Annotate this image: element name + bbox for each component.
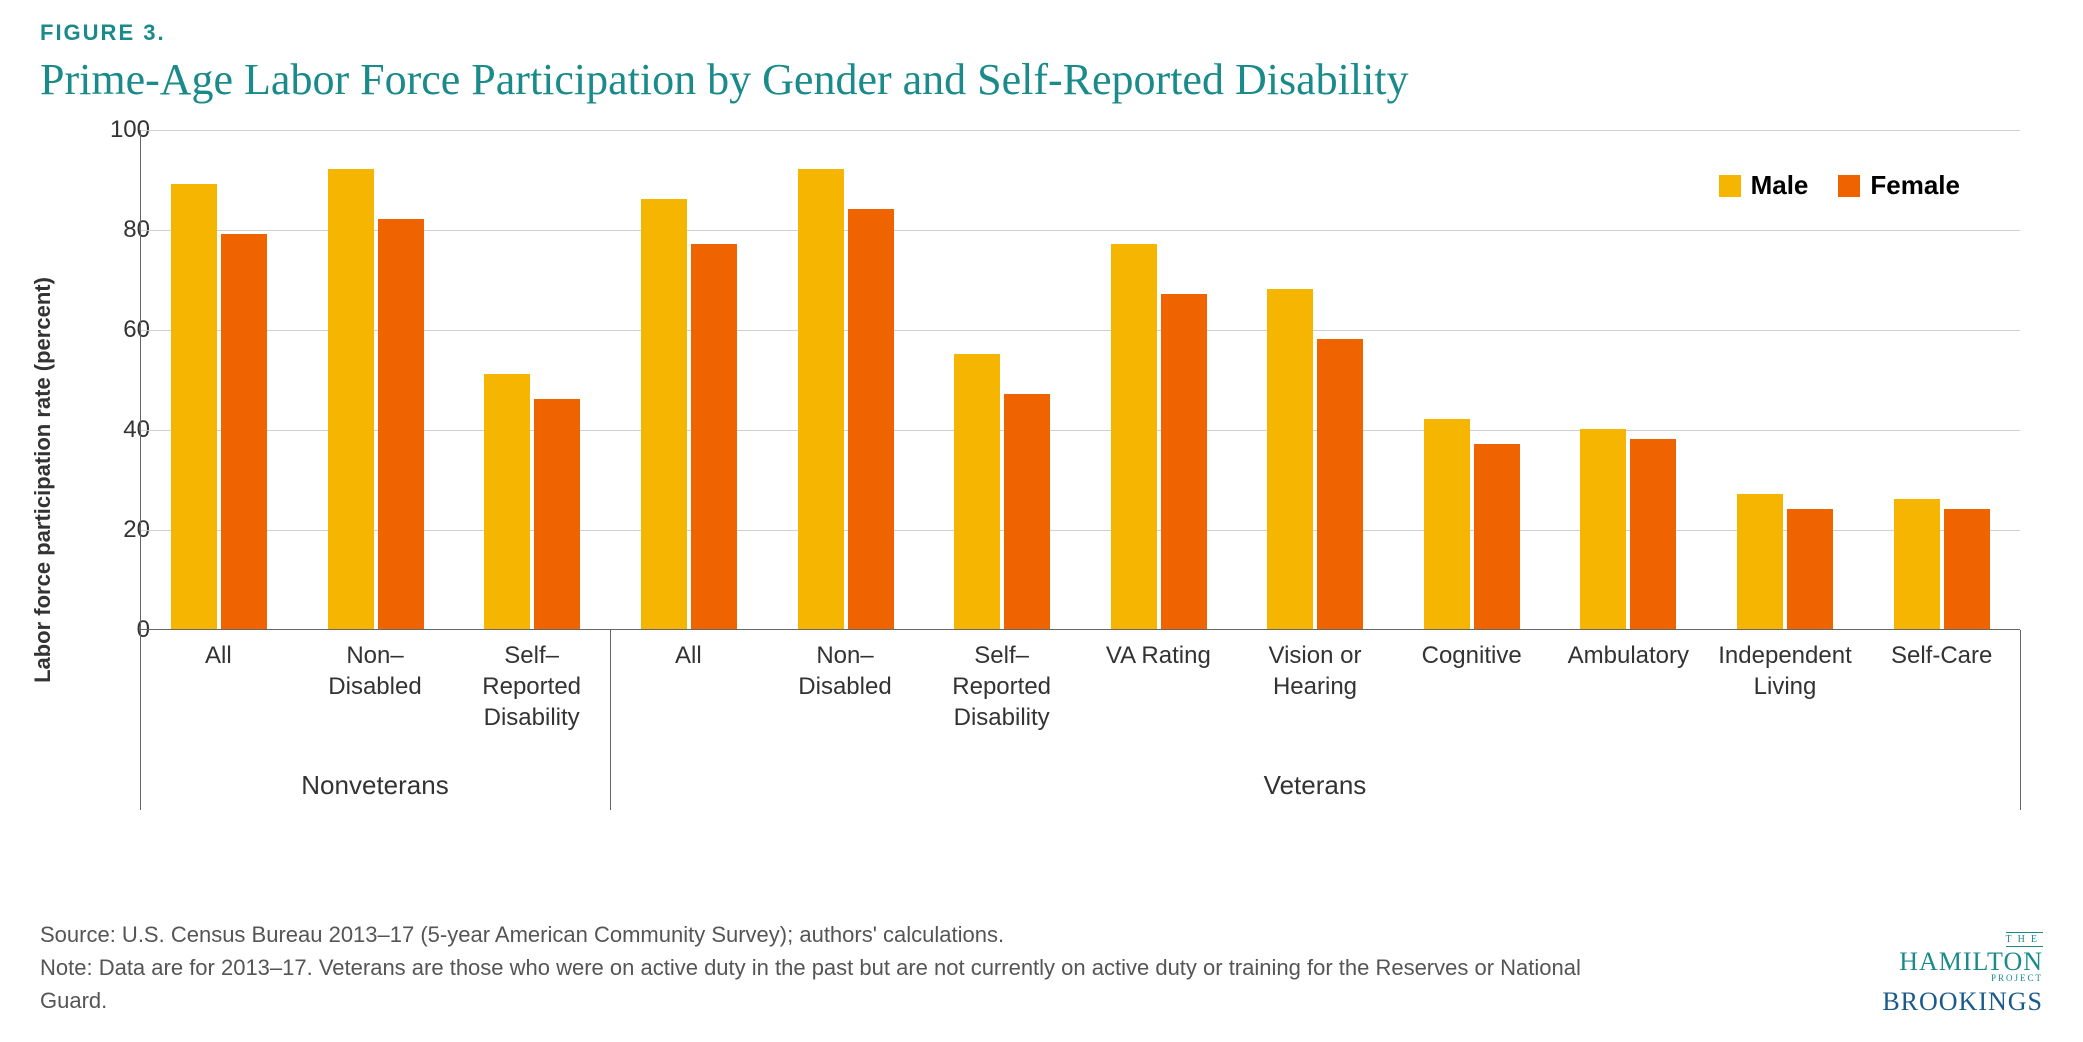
bar-group	[1707, 130, 1864, 629]
bar	[798, 169, 844, 629]
bar	[1787, 509, 1833, 629]
y-axis-label: Labor force participation rate (percent)	[30, 277, 56, 683]
bar-group	[611, 130, 768, 629]
bar-group	[1550, 130, 1707, 629]
bar	[1111, 244, 1157, 629]
legend-item: Female	[1838, 170, 1960, 201]
legend-label: Male	[1751, 170, 1809, 201]
bar-group	[1237, 130, 1394, 629]
chart-container: Labor force participation rate (percent)…	[40, 130, 2040, 850]
bar	[954, 354, 1000, 629]
bar	[378, 219, 424, 629]
legend-item: Male	[1719, 170, 1809, 201]
bar	[484, 374, 530, 629]
bar	[1894, 499, 1940, 629]
section-label: Veterans	[610, 770, 2020, 801]
bar	[1317, 339, 1363, 629]
legend-label: Female	[1870, 170, 1960, 201]
footer-logo: THE HAMILTON PROJECT BROOKINGS	[1882, 929, 2043, 1017]
x-axis-label: All	[613, 640, 763, 671]
bar	[534, 399, 580, 629]
note-line: Note: Data are for 2013–17. Veterans are…	[40, 951, 1640, 1017]
bar	[171, 184, 217, 629]
legend-swatch	[1838, 175, 1860, 197]
bars-container	[141, 130, 2020, 629]
bar	[1267, 289, 1313, 629]
x-axis-label: Non–Disabled	[300, 640, 450, 702]
bar	[1424, 419, 1470, 629]
logo-brookings: BROOKINGS	[1882, 987, 2043, 1017]
x-axis-label: Self–ReportedDisability	[927, 640, 1077, 734]
bar-group	[141, 130, 298, 629]
x-axis-label: All	[143, 640, 293, 671]
bar	[641, 199, 687, 629]
x-axis-label: IndependentLiving	[1710, 640, 1860, 702]
x-axis-label: Non–Disabled	[770, 640, 920, 702]
bar	[1737, 494, 1783, 629]
bar-group	[1394, 130, 1551, 629]
section-label: Nonveterans	[140, 770, 610, 801]
logo-the: THE	[2006, 932, 2043, 947]
bar	[328, 169, 374, 629]
section-divider	[2020, 630, 2021, 810]
x-axis-label: Cognitive	[1397, 640, 1547, 671]
bar	[1580, 429, 1626, 629]
bar-group	[298, 130, 455, 629]
figure-label: FIGURE 3.	[40, 20, 2043, 46]
x-axis-label: VA Rating	[1083, 640, 1233, 671]
bar	[221, 234, 267, 629]
bar-group	[454, 130, 611, 629]
bar	[1004, 394, 1050, 629]
plot-area: Male Female	[140, 130, 2020, 630]
legend-swatch	[1719, 175, 1741, 197]
bar	[1944, 509, 1990, 629]
bar	[691, 244, 737, 629]
x-axis-label: Self-Care	[1867, 640, 2017, 671]
footer: Source: U.S. Census Bureau 2013–17 (5-ye…	[40, 918, 2043, 1017]
bar-group	[924, 130, 1081, 629]
chart-title: Prime-Age Labor Force Participation by G…	[40, 54, 2043, 105]
x-axis-label: Self–ReportedDisability	[457, 640, 607, 734]
legend: Male Female	[1719, 170, 1960, 201]
bar-group	[1080, 130, 1237, 629]
x-axis-label: Ambulatory	[1553, 640, 1703, 671]
logo-hamilton: HAMILTON	[1899, 947, 2043, 976]
bar	[848, 209, 894, 629]
bar-group	[1863, 130, 2020, 629]
x-axis-label: Vision orHearing	[1240, 640, 1390, 702]
bar	[1161, 294, 1207, 629]
footer-text: Source: U.S. Census Bureau 2013–17 (5-ye…	[40, 918, 1640, 1017]
bar-group	[767, 130, 924, 629]
bar	[1630, 439, 1676, 629]
bar	[1474, 444, 1520, 629]
source-line: Source: U.S. Census Bureau 2013–17 (5-ye…	[40, 918, 1640, 951]
